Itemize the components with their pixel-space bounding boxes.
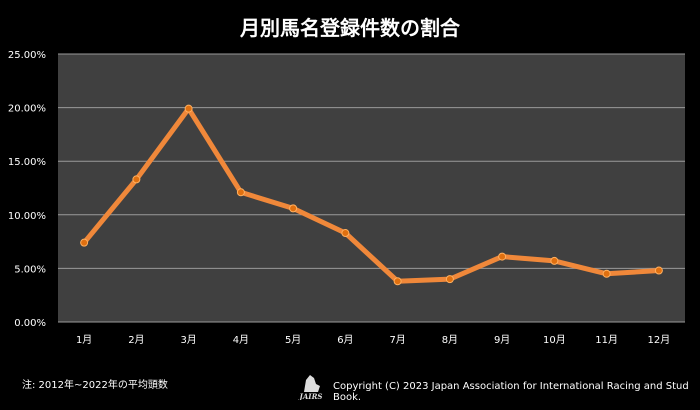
x-tick-label: 9月 <box>494 334 510 346</box>
x-tick-label: 10月 <box>543 334 566 346</box>
plot-area <box>58 54 685 322</box>
footnote: 注: 2012年~2022年の平均頭数 <box>22 380 168 391</box>
data-point <box>184 104 193 113</box>
jairs-logo: JAIRS <box>298 375 323 400</box>
x-tick-label: 2月 <box>128 334 144 346</box>
x-tick-label: 8月 <box>442 334 458 346</box>
y-tick-label: 15.00% <box>8 157 46 168</box>
data-point <box>289 204 298 213</box>
x-tick-label: 3月 <box>180 334 196 346</box>
x-tick-label: 6月 <box>337 334 353 346</box>
y-tick-label: 25.00% <box>8 50 46 61</box>
series-line <box>82 106 660 284</box>
svg-text:JAIRS: JAIRS <box>298 392 323 400</box>
data-point <box>445 275 454 284</box>
x-tick-label: 7月 <box>389 334 405 346</box>
data-point <box>602 269 611 278</box>
data-point <box>498 252 507 261</box>
x-tick-label: 12月 <box>648 334 671 346</box>
data-point <box>80 238 89 247</box>
data-point <box>393 277 402 286</box>
data-point <box>132 175 141 184</box>
y-tick-label: 0.00% <box>14 318 46 329</box>
data-point <box>550 256 559 265</box>
y-tick-label: 5.00% <box>14 264 46 275</box>
data-point <box>654 266 663 275</box>
x-tick-label: 1月 <box>76 334 92 346</box>
x-tick-label: 5月 <box>285 334 301 346</box>
chart-title: 月別馬名登録件数の割合 <box>240 16 460 40</box>
y-tick-label: 20.00% <box>8 104 46 115</box>
copyright: Copyright (C) 2023 Japan Association for… <box>333 381 689 403</box>
x-tick-label: 11月 <box>595 334 618 346</box>
data-point <box>341 229 350 238</box>
data-point <box>236 188 245 197</box>
y-tick-label: 10.00% <box>8 211 46 222</box>
x-tick-label: 4月 <box>233 334 249 346</box>
